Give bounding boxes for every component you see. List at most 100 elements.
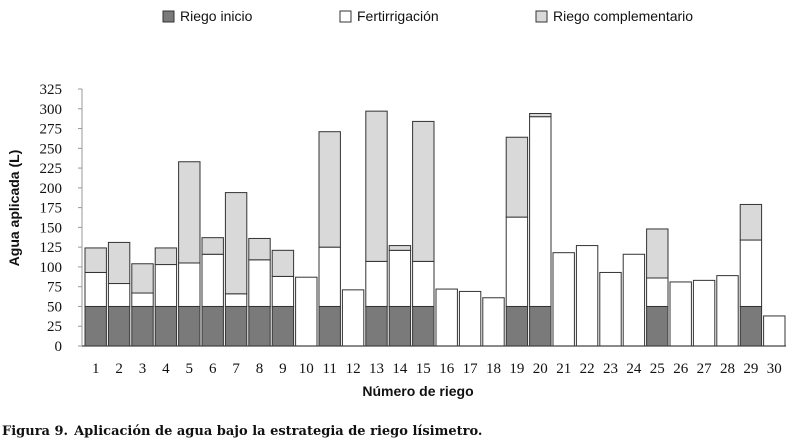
bar-segment-riego-complementario xyxy=(201,237,224,255)
x-tick-label: 9 xyxy=(279,361,287,377)
bar-segment-riego-complementario xyxy=(107,241,131,285)
bar-segment-riego-inicio xyxy=(154,305,178,347)
bar-segment-fertirrigaci-n xyxy=(739,239,763,307)
x-tick-label: 23 xyxy=(603,361,618,377)
bar-segment-riego-inicio xyxy=(248,305,271,347)
x-tick-label: 10 xyxy=(299,361,314,377)
bar-segment-fertirrigaci-n xyxy=(505,216,529,307)
bar-segment-fertirrigaci-n xyxy=(669,281,692,347)
bars-group xyxy=(84,110,786,347)
bar-segment-fertirrigaci-n xyxy=(107,283,131,307)
legend-label: Riego complementario xyxy=(553,8,693,24)
bar-segment-riego-complementario xyxy=(154,247,178,266)
x-tick-label: 27 xyxy=(697,361,713,377)
x-tick-label: 30 xyxy=(767,361,782,377)
y-axis: 0 25 50 75 100 125 150 175 200 225 250 275 300 325 xyxy=(40,82,83,355)
x-axis: 1 2 3 4 5 6 7 8 9 10 11 12 13 14 15 16 17 18 19 20 21 22 23 24 2… xyxy=(82,345,786,377)
x-tick-label: 7 xyxy=(232,361,240,377)
bar-segment-riego-complementario xyxy=(388,245,412,251)
legend-swatch xyxy=(162,10,175,23)
bar-segment-fertirrigaci-n xyxy=(599,271,622,347)
x-tick-label: 3 xyxy=(139,361,147,377)
y-tick-label: 275 xyxy=(40,122,63,138)
bar-segment-riego-inicio xyxy=(646,305,669,347)
bar-segment-riego-inicio xyxy=(201,305,224,347)
caption-number: Figura 9. xyxy=(2,424,69,439)
chart-legend: Riego inicio Fertirrigación Riego compleme… xyxy=(162,8,693,24)
x-axis-label: Número de riego xyxy=(362,383,473,399)
bar-segment-riego-complementario xyxy=(365,110,388,262)
x-tick-label: 12 xyxy=(346,361,361,377)
x-tick-label: 2 xyxy=(115,361,123,377)
y-tick-label: 175 xyxy=(40,201,63,217)
y-tick-label: 75 xyxy=(47,280,62,296)
legend-swatch xyxy=(535,10,548,23)
bar-segment-fertirrigaci-n xyxy=(271,275,295,307)
x-tick-label: 28 xyxy=(720,361,735,377)
caption-text: Aplicación de agua bajo la estrategia de… xyxy=(74,424,483,439)
y-tick-label: 325 xyxy=(40,82,63,98)
bar-segment-riego-complementario xyxy=(178,161,201,264)
bar-segment-riego-complementario xyxy=(248,237,271,261)
bar-segment-fertirrigaci-n xyxy=(716,275,739,347)
legend-swatch xyxy=(339,10,352,23)
x-tick-label: 6 xyxy=(209,361,217,377)
bar-segment-riego-inicio xyxy=(84,305,107,347)
y-tick-label: 125 xyxy=(40,240,63,256)
bar-segment-riego-complementario xyxy=(84,247,107,273)
bar-segment-fertirrigaci-n xyxy=(178,262,201,307)
bar-segment-riego-complementario xyxy=(646,228,669,279)
y-tick-label: 25 xyxy=(47,319,62,335)
y-tick-label: 0 xyxy=(55,339,63,355)
x-tick-label: 26 xyxy=(673,361,689,377)
x-tick-label: 22 xyxy=(580,361,595,377)
bar-segment-fertirrigaci-n xyxy=(646,277,669,307)
bar-segment-fertirrigaci-n xyxy=(341,289,365,347)
x-tick-label: 8 xyxy=(256,361,264,377)
bar-segment-fertirrigaci-n xyxy=(622,253,646,347)
bar-segment-fertirrigaci-n xyxy=(552,252,575,347)
bar-segment-fertirrigaci-n xyxy=(318,246,341,307)
bar-segment-fertirrigaci-n xyxy=(575,245,599,347)
y-tick-label: 100 xyxy=(40,260,63,276)
x-tick-label: 14 xyxy=(392,361,408,377)
stacked-bar-chart: Riego inicio Fertirrigación Riego compleme… xyxy=(6,8,786,399)
bar-segment-fertirrigaci-n xyxy=(365,260,388,307)
bar-segment-fertirrigaci-n xyxy=(201,253,224,307)
bar-segment-riego-inicio xyxy=(365,305,388,347)
bar-segment-riego-complementario xyxy=(739,203,763,241)
legend-label: Fertirrigación xyxy=(357,8,439,24)
y-tick-label: 150 xyxy=(40,220,63,236)
figure-caption: Figura 9. Aplicación de agua bajo la estr… xyxy=(2,424,482,439)
x-tick-label: 17 xyxy=(463,361,479,377)
x-tick-label: 1 xyxy=(92,361,100,377)
bar-segment-fertirrigaci-n xyxy=(763,315,786,347)
x-tick-label: 16 xyxy=(439,361,455,377)
bar-segment-riego-inicio xyxy=(224,305,248,347)
y-tick-label: 250 xyxy=(40,141,63,157)
bar-segment-fertirrigaci-n xyxy=(154,264,178,307)
y-tick-label: 225 xyxy=(40,161,63,177)
bar-segment-fertirrigaci-n xyxy=(529,116,552,307)
bar-segment-riego-complementario xyxy=(529,113,552,118)
x-tick-label: 15 xyxy=(416,361,431,377)
x-tick-label: 25 xyxy=(650,361,665,377)
bar-segment-riego-inicio xyxy=(178,305,201,347)
bar-segment-riego-inicio xyxy=(529,305,552,347)
bar-segment-fertirrigaci-n xyxy=(295,276,318,347)
bar-segment-riego-inicio xyxy=(739,305,763,347)
x-tick-label: 13 xyxy=(369,361,384,377)
x-tick-label: 11 xyxy=(322,361,336,377)
bar-segment-fertirrigaci-n xyxy=(84,271,107,307)
bar-segment-fertirrigaci-n xyxy=(412,260,435,307)
bar-segment-riego-complementario xyxy=(131,263,154,294)
x-tick-label: 19 xyxy=(509,361,524,377)
x-tick-label: 21 xyxy=(556,361,571,377)
y-tick-label: 300 xyxy=(40,102,63,118)
bar-segment-fertirrigaci-n xyxy=(482,297,505,347)
x-tick-label: 29 xyxy=(743,361,758,377)
bar-segment-riego-complementario xyxy=(412,120,435,262)
bar-segment-riego-inicio xyxy=(107,305,131,347)
bar-segment-fertirrigaci-n xyxy=(388,249,412,307)
bar-segment-riego-complementario xyxy=(224,192,248,295)
